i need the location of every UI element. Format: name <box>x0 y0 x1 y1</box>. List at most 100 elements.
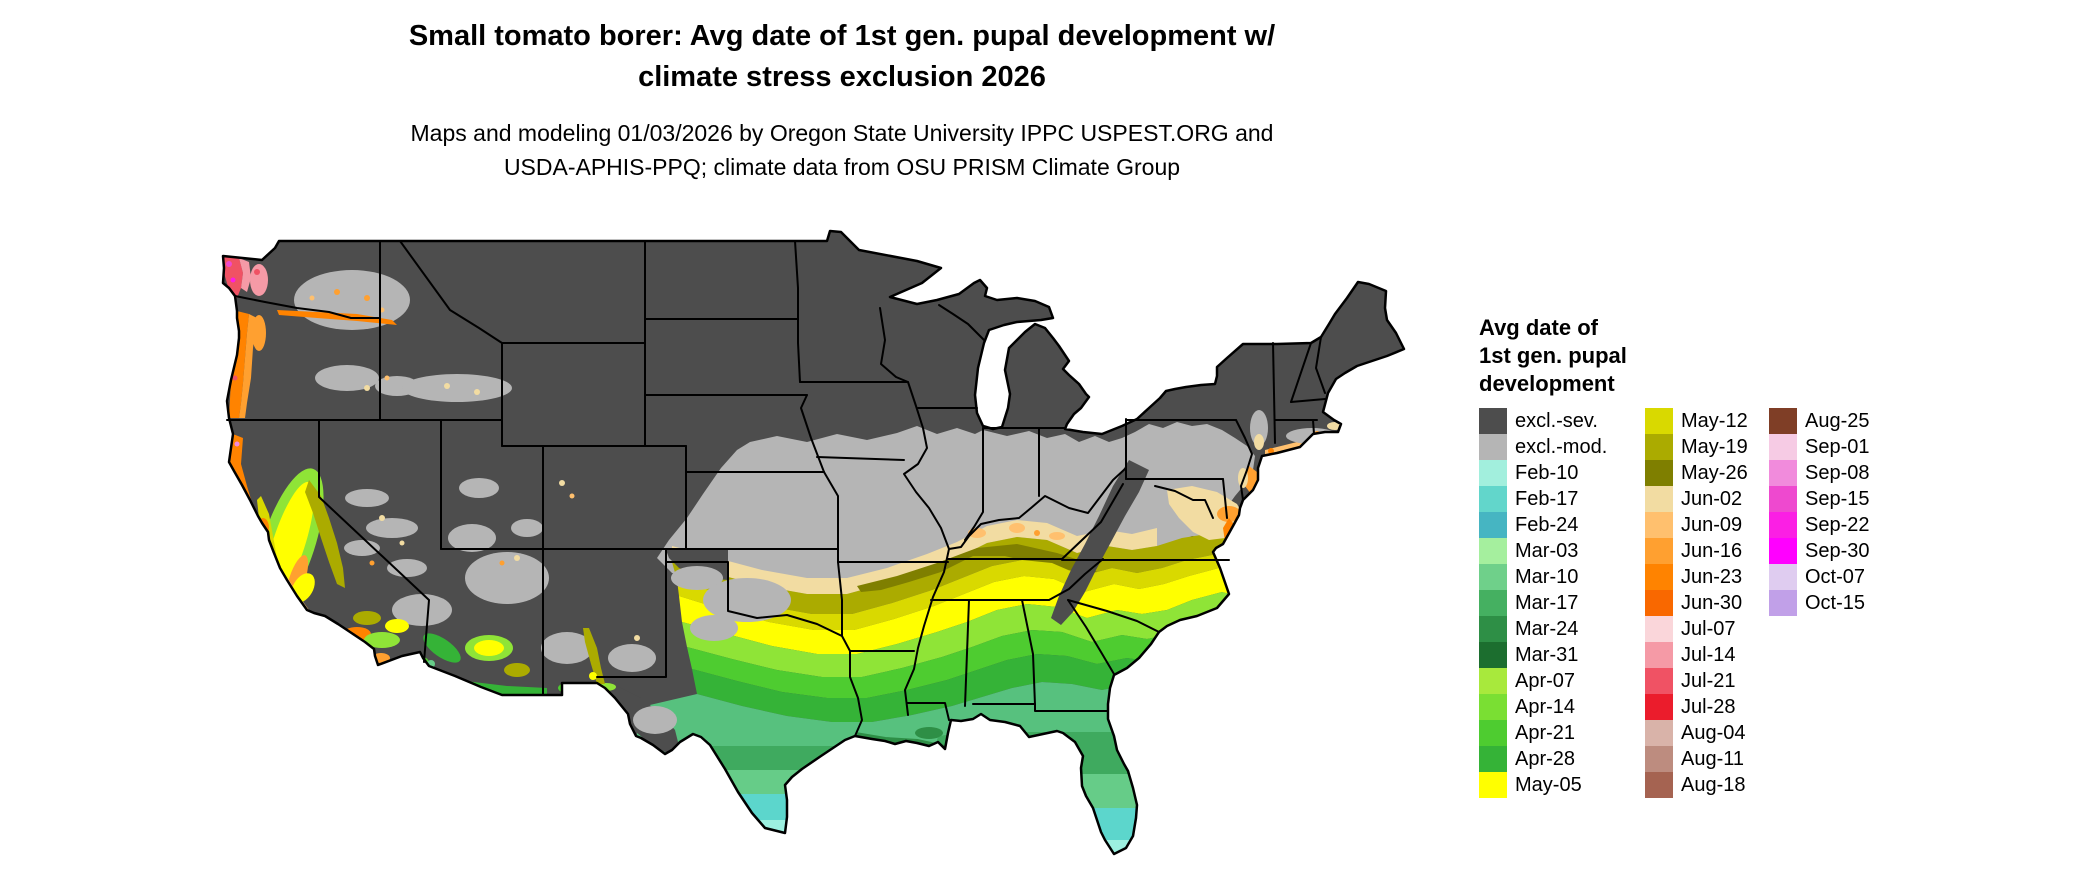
legend-swatch <box>1645 538 1673 564</box>
legend-swatch <box>1479 642 1507 668</box>
legend-label: Aug-11 <box>1681 747 1745 770</box>
legend-label: Feb-10 <box>1515 461 1579 484</box>
legend: Avg date of 1st gen. pupal development e… <box>1479 314 1919 808</box>
legend-label: Feb-24 <box>1515 513 1579 536</box>
page-subtitle-line1: Maps and modeling 01/03/2026 by Oregon S… <box>410 120 1274 146</box>
legend-title-line3: development <box>1479 371 1615 396</box>
legend-label: Jul-07 <box>1681 617 1736 640</box>
legend-swatch <box>1645 564 1673 590</box>
legend-label: May-12 <box>1681 409 1748 432</box>
legend-entry: Jul-07 <box>1645 616 1748 642</box>
legend-entry: Feb-24 <box>1479 512 1607 538</box>
legend-swatch <box>1645 616 1673 642</box>
page-subtitle-line2: USDA-APHIS-PPQ; climate data from OSU PR… <box>503 154 1181 180</box>
legend-entry: Jul-14 <box>1645 642 1748 668</box>
legend-swatch <box>1645 486 1673 512</box>
legend-swatch <box>1769 512 1797 538</box>
legend-swatch <box>1645 434 1673 460</box>
legend-entry: Aug-11 <box>1645 746 1748 772</box>
legend-label: Jun-30 <box>1681 591 1743 614</box>
legend-label: Apr-28 <box>1515 747 1576 770</box>
legend-label: Jun-02 <box>1681 487 1743 510</box>
legend-label: Apr-07 <box>1515 669 1576 692</box>
legend-label: Jun-23 <box>1681 565 1743 588</box>
legend-swatch <box>1645 694 1673 720</box>
legend-label: Mar-10 <box>1515 565 1579 588</box>
legend-label: Jul-28 <box>1681 695 1736 718</box>
legend-swatch <box>1479 460 1507 486</box>
legend-title: Avg date of 1st gen. pupal development <box>1479 314 1919 398</box>
legend-columns: excl.-sev. excl.-mod. Feb-10 Feb-17 Feb-24 Ma… <box>1479 408 1919 808</box>
legend-label: Oct-07 <box>1805 565 1866 588</box>
legend-label: Aug-04 <box>1681 721 1746 744</box>
legend-entry: Jun-16 <box>1645 538 1748 564</box>
legend-label: Apr-21 <box>1515 721 1576 744</box>
legend-swatch <box>1479 590 1507 616</box>
legend-label: Sep-01 <box>1805 435 1870 458</box>
legend-swatch <box>1645 668 1673 694</box>
legend-swatch <box>1769 486 1797 512</box>
page-subtitle: Maps and modeling 01/03/2026 by Oregon S… <box>0 116 1684 184</box>
legend-swatch <box>1479 720 1507 746</box>
map-raster-layers <box>223 231 1404 854</box>
legend-label: Aug-25 <box>1805 409 1870 432</box>
legend-entry: May-05 <box>1479 772 1607 798</box>
legend-entry: Oct-07 <box>1769 564 1870 590</box>
legend-swatch <box>1479 564 1507 590</box>
legend-column-1: excl.-sev. excl.-mod. Feb-10 Feb-17 Feb-24 Ma… <box>1479 408 1607 798</box>
legend-swatch <box>1479 408 1507 434</box>
legend-entry: Sep-15 <box>1769 486 1870 512</box>
legend-entry: Jun-23 <box>1645 564 1748 590</box>
legend-entry: Jul-28 <box>1645 694 1748 720</box>
legend-label: Apr-14 <box>1515 695 1576 718</box>
legend-label: Sep-08 <box>1805 461 1870 484</box>
legend-swatch <box>1645 746 1673 772</box>
legend-swatch <box>1769 460 1797 486</box>
legend-swatch <box>1645 642 1673 668</box>
us-map-svg <box>221 229 1406 856</box>
legend-entry: Apr-28 <box>1479 746 1607 772</box>
legend-label: excl.-mod. <box>1515 435 1608 458</box>
legend-entry: Jun-09 <box>1645 512 1748 538</box>
legend-swatch <box>1645 590 1673 616</box>
legend-label: Feb-17 <box>1515 487 1579 510</box>
legend-entry: Jun-30 <box>1645 590 1748 616</box>
page-title: Small tomato borer: Avg date of 1st gen.… <box>0 16 1684 98</box>
legend-entry: Apr-21 <box>1479 720 1607 746</box>
legend-label: Mar-31 <box>1515 643 1579 666</box>
legend-swatch <box>1479 486 1507 512</box>
legend-swatch <box>1769 590 1797 616</box>
legend-entry: Mar-24 <box>1479 616 1607 642</box>
state-borders <box>226 240 1326 737</box>
legend-swatch <box>1645 460 1673 486</box>
legend-entry: Apr-07 <box>1479 668 1607 694</box>
legend-entry: Mar-10 <box>1479 564 1607 590</box>
legend-entry: Sep-22 <box>1769 512 1870 538</box>
legend-entry: Aug-04 <box>1645 720 1748 746</box>
legend-label: Aug-18 <box>1681 773 1746 796</box>
legend-entry: May-19 <box>1645 434 1748 460</box>
legend-entry: excl.-mod. <box>1479 434 1607 460</box>
legend-label: Mar-24 <box>1515 617 1579 640</box>
legend-entry: excl.-sev. <box>1479 408 1607 434</box>
legend-entry: Aug-18 <box>1645 772 1748 798</box>
legend-swatch <box>1479 616 1507 642</box>
legend-swatch <box>1479 746 1507 772</box>
legend-label: May-19 <box>1681 435 1748 458</box>
legend-label: excl.-sev. <box>1515 409 1598 432</box>
legend-column-3: Aug-25 Sep-01 Sep-08 Sep-15 Sep-22 Sep-30 Oct-… <box>1769 408 1870 616</box>
legend-entry: Feb-10 <box>1479 460 1607 486</box>
legend-entry: Sep-08 <box>1769 460 1870 486</box>
legend-label: May-05 <box>1515 773 1582 796</box>
legend-entry: Mar-03 <box>1479 538 1607 564</box>
legend-entry: Jul-21 <box>1645 668 1748 694</box>
legend-label: Jul-21 <box>1681 669 1736 692</box>
legend-entry: Apr-14 <box>1479 694 1607 720</box>
legend-swatch <box>1479 772 1507 798</box>
legend-entry: Sep-01 <box>1769 434 1870 460</box>
legend-entry: May-26 <box>1645 460 1748 486</box>
legend-entry: May-12 <box>1645 408 1748 434</box>
legend-column-2: May-12 May-19 May-26 Jun-02 Jun-09 Jun-16 Jun-… <box>1645 408 1748 798</box>
page-title-line1: Small tomato borer: Avg date of 1st gen.… <box>408 20 1276 52</box>
legend-swatch <box>1645 512 1673 538</box>
